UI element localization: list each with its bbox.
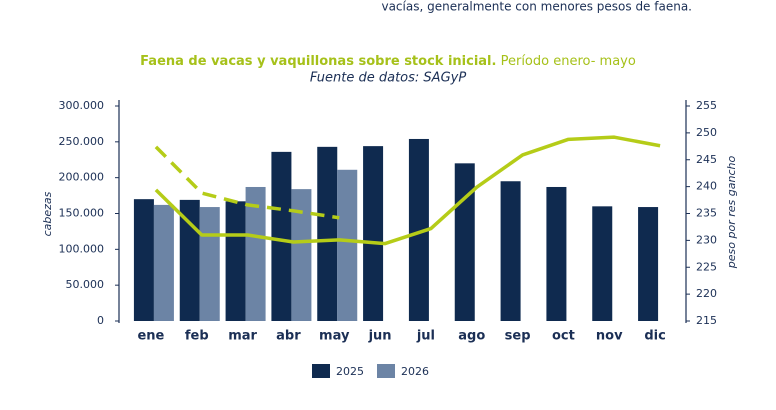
- y2-tick-label: 235: [696, 207, 717, 220]
- bar: [408, 138, 429, 321]
- y2-tick-label: 245: [696, 153, 717, 166]
- x-tick-label: ene: [137, 329, 164, 344]
- bar: [153, 204, 174, 321]
- x-tick-label: nov: [596, 329, 623, 344]
- x-tick-label: sep: [505, 329, 531, 344]
- legend-label: 2025: [336, 365, 364, 378]
- legend-label: 2026: [401, 365, 429, 378]
- context-text: vacías, generalmente con menores pesos d…: [381, 0, 692, 14]
- y2-tick-label: 215: [696, 314, 717, 327]
- bar: [199, 207, 220, 321]
- bar: [245, 186, 266, 321]
- bar: [291, 189, 312, 321]
- bar: [337, 169, 358, 321]
- line: [154, 145, 340, 220]
- bar: [271, 151, 292, 321]
- bar: [592, 206, 613, 321]
- y2-tick-label: 230: [696, 233, 717, 246]
- bar: [133, 199, 154, 321]
- y2-axis-label: peso por res gancho: [725, 156, 738, 270]
- x-tick-label: dic: [644, 329, 665, 344]
- x-tick-label: mar: [228, 329, 257, 344]
- chart-title: Faena de vacas y vaquillonas sobre stock…: [140, 54, 636, 69]
- x-tick-label: ago: [458, 329, 485, 344]
- line: [154, 135, 661, 246]
- y-axis-label: cabezas: [41, 191, 54, 236]
- bar: [225, 201, 246, 321]
- x-tick-label: may: [319, 329, 350, 344]
- x-tick-label: feb: [185, 329, 209, 344]
- y-tick-label: 100.000: [59, 242, 105, 255]
- y-tick-label: 150.000: [59, 207, 105, 220]
- subtitle: Fuente de datos: SAGyP: [310, 71, 467, 86]
- bar: [638, 207, 659, 321]
- title-suffix: Período enero- mayo: [501, 54, 636, 69]
- legend-swatch: [377, 364, 395, 378]
- y-tick-label: 250.000: [59, 135, 105, 148]
- y2-tick-label: 250: [696, 126, 717, 139]
- bar: [546, 186, 567, 321]
- y-tick-label: 200.000: [59, 171, 105, 184]
- y-tick-label: 300.000: [59, 99, 105, 112]
- bar: [317, 146, 338, 321]
- y-tick-label: 50.000: [66, 278, 105, 291]
- x-tick-label: oct: [552, 329, 575, 344]
- bar: [500, 181, 521, 321]
- x-tick-label: jul: [416, 329, 435, 344]
- y-tick-label: 0: [97, 314, 104, 327]
- y2-tick-label: 225: [696, 260, 717, 273]
- x-tick-label: abr: [276, 329, 301, 344]
- y2-tick-label: 255: [696, 99, 717, 112]
- legend-swatch: [312, 364, 330, 378]
- title-main: Faena de vacas y vaquillonas sobre stock…: [140, 54, 496, 69]
- x-tick-label: jun: [368, 329, 392, 344]
- y2-tick-label: 220: [696, 287, 717, 300]
- y2-tick-label: 240: [696, 180, 717, 193]
- bar: [363, 146, 384, 321]
- bar: [454, 163, 475, 321]
